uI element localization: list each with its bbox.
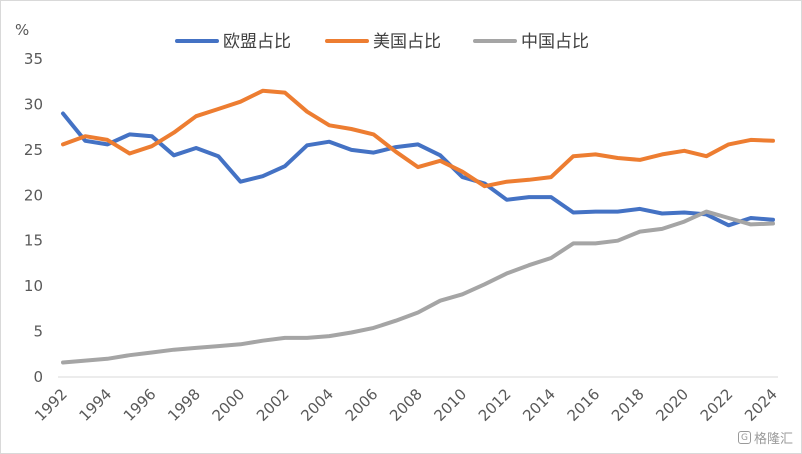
x-tick-label: 1994 [75,385,115,425]
y-tick-label: 30 [24,95,43,113]
y-tick-label: 0 [33,368,43,386]
x-tick-label: 2012 [475,385,515,425]
series-layer [61,88,775,365]
x-tick-label: 2002 [253,385,293,425]
x-tick-label: 2010 [430,385,470,425]
y-tick-label: 10 [24,277,43,295]
y-unit-label: % [15,21,29,39]
y-axis: 0 5 10 15 20 25 30 35 [24,50,43,386]
series-line-1 [61,88,775,189]
x-tick-label: 2020 [652,385,692,425]
x-tick-label: 2018 [608,385,648,425]
legend-label: 欧盟占比 [223,32,291,52]
watermark-text: 格隆汇 [753,432,793,447]
x-tick-label: 2000 [209,385,249,425]
series-line-2 [61,209,775,365]
legend-label: 中国占比 [521,32,589,52]
y-tick-label: 20 [24,186,43,204]
x-tick-label: 2004 [297,385,337,425]
x-tick-label: 2024 [741,385,781,425]
gelonghui-logo-icon: G [737,431,751,444]
y-tick-label: 5 [33,323,43,341]
x-tick-label: 2006 [342,385,382,425]
y-tick-label: 35 [24,50,43,68]
x-tick-label: 2022 [697,385,737,425]
x-tick-label: 2016 [564,385,604,425]
series-line-0 [61,111,775,228]
x-tick-label: 1996 [120,385,160,425]
y-tick-label: 25 [24,141,43,159]
x-tick-label: 2008 [386,385,426,425]
x-tick-label: 1998 [164,385,204,425]
x-axis: 1992 1994 1996 1998 2000 2002 2004 2006 2008 2010… [31,376,781,425]
watermark: G 格隆汇 [737,428,793,447]
legend: 欧盟占比 美国占比 中国占比 [175,32,589,52]
x-tick-label: 2014 [519,385,559,425]
y-tick-label: 15 [24,232,43,250]
legend-label: 美国占比 [373,32,441,52]
x-tick-label: 1992 [31,385,71,425]
